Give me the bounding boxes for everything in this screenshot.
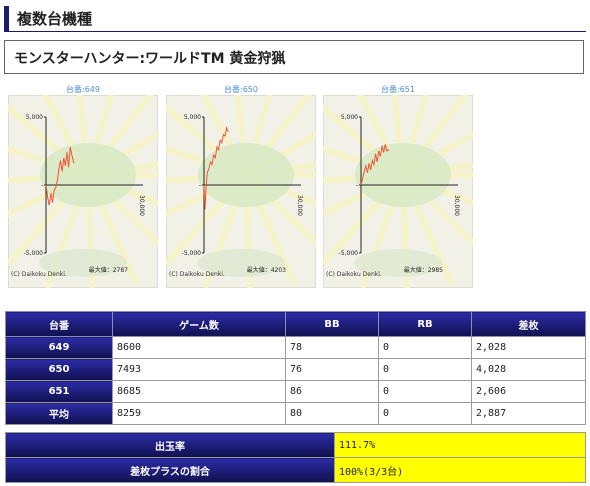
cell-diff: 4,028	[471, 358, 586, 381]
decor-field	[198, 143, 294, 207]
max-value-label: 最大値：2985	[404, 266, 443, 274]
decor-field	[355, 143, 451, 207]
graph-card[interactable]: 台番:651 5,000 - -5,000 30,000 最大値：2985 (C) Daik…	[323, 84, 473, 290]
slump-graph: 5,000 - -5,000 30,000 最大値：2787	[8, 95, 158, 288]
cell-bb: 76	[285, 358, 379, 381]
graph-card[interactable]: 台番:649 5,000 - -5,000 30,000 最大値：2787 (C) Daik…	[8, 84, 158, 290]
section-title-text: 複数台機種	[17, 10, 93, 28]
graph-card[interactable]: 台番:650 5,000 - -5,000 30,000 最大値：4203 (C) Daik…	[166, 84, 316, 290]
row-unit[interactable]: 649	[5, 336, 113, 359]
row-average: 平均	[5, 402, 113, 425]
cell-games: 8685	[112, 380, 286, 403]
summary-table: 出玉率 111.7% 差枚プラスの割合 100%(3/3台)	[5, 432, 586, 483]
max-value-label: 最大値：4203	[247, 266, 286, 274]
plus-ratio-label: 差枚プラスの割合	[5, 457, 335, 483]
table-row: 650 7493 76 0 4,028	[5, 358, 586, 381]
graph-copyright: (C) Daikoku Denki.	[169, 271, 225, 278]
cell-diff: 2,887	[471, 402, 586, 425]
cell-rb: 0	[378, 358, 472, 381]
cell-games: 7493	[112, 358, 286, 381]
cell-diff: 2,606	[471, 380, 586, 403]
cell-bb: 86	[285, 380, 379, 403]
graph-copyright: (C) Daikoku Denki.	[326, 271, 382, 278]
decor-field	[354, 249, 442, 277]
decor-field	[40, 143, 136, 207]
slump-graph: 5,000 - -5,000 30,000 最大値：2985	[323, 95, 473, 288]
graph-copyright: (C) Daikoku Denki.	[11, 271, 67, 278]
x-tick-label: 30,000	[138, 195, 145, 216]
cell-games: 8259	[112, 402, 286, 425]
y-tick-label: -5,000	[182, 250, 202, 257]
row-unit[interactable]: 650	[5, 358, 113, 381]
graph-unit-label: 台番:650	[224, 85, 258, 94]
x-tick-label: 30,000	[296, 195, 303, 216]
max-value-label: 最大値：2787	[89, 266, 128, 274]
col-header-bb: BB	[285, 311, 379, 337]
payout-rate-value: 111.7%	[334, 432, 586, 458]
table-row: 649 8600 78 0 2,028	[5, 336, 586, 359]
cell-rb: 0	[378, 402, 472, 425]
payout-rate-label: 出玉率	[5, 432, 335, 458]
graph-unit-label: 台番:651	[381, 85, 415, 94]
plus-ratio-value: 100%(3/3台)	[334, 457, 586, 483]
slump-series-line	[45, 146, 75, 206]
y-tick-label: -	[41, 182, 43, 189]
graph-unit-label: 台番:649	[66, 85, 100, 94]
table-row: 平均 8259 80 0 2,887	[5, 402, 586, 425]
machine-data-table: 台番 ゲーム数 BB RB 差枚 649 8600 78 0 2,028 650…	[5, 311, 586, 425]
cell-games: 8600	[112, 336, 286, 359]
section-title: 複数台機種	[4, 6, 586, 32]
table-header-row: 台番 ゲーム数 BB RB 差枚	[5, 311, 586, 337]
slump-series-line	[203, 126, 229, 210]
slump-series-line	[360, 144, 390, 186]
col-header-rb: RB	[378, 311, 472, 337]
summary-row: 出玉率 111.7%	[5, 432, 586, 458]
y-tick-label: -	[199, 182, 201, 189]
y-tick-label: 5,000	[341, 114, 358, 121]
machine-name-box: モンスターハンター:ワールドTM 黄金狩猟	[4, 40, 584, 74]
y-tick-label: 5,000	[184, 114, 201, 121]
col-header-games: ゲーム数	[112, 311, 286, 337]
col-header-diff: 差枚	[471, 311, 586, 337]
decor-field	[39, 249, 127, 277]
cell-bb: 80	[285, 402, 379, 425]
decor-field	[197, 249, 285, 277]
y-tick-label: -	[356, 182, 358, 189]
cell-diff: 2,028	[471, 336, 586, 359]
y-tick-label: -5,000	[24, 250, 44, 257]
summary-row: 差枚プラスの割合 100%(3/3台)	[5, 457, 586, 483]
col-header-unit: 台番	[5, 311, 113, 337]
slump-graph: 5,000 - -5,000 30,000 最大値：4203	[166, 95, 316, 288]
cell-bb: 78	[285, 336, 379, 359]
y-tick-label: 5,000	[26, 114, 43, 121]
x-tick-label: 30,000	[453, 195, 460, 216]
table-row: 651 8685 86 0 2,606	[5, 380, 586, 403]
cell-rb: 0	[378, 380, 472, 403]
cell-rb: 0	[378, 336, 472, 359]
machine-name: モンスターハンター:ワールドTM 黄金狩猟	[14, 51, 286, 67]
y-tick-label: -5,000	[339, 250, 359, 257]
row-unit[interactable]: 651	[5, 380, 113, 403]
